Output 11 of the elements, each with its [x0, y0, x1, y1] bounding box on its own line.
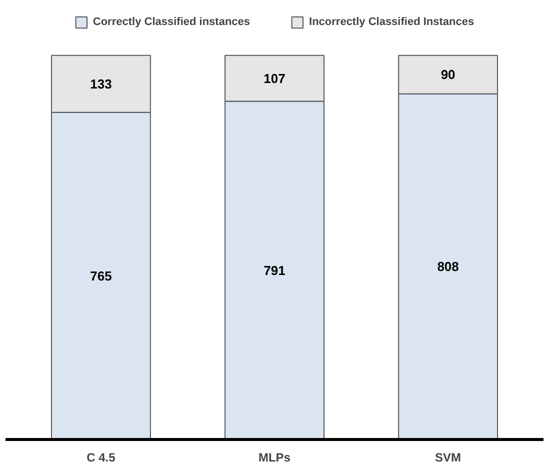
- legend-label: Incorrectly Classified Instances: [309, 16, 474, 28]
- x-tick-label: MLPs: [258, 450, 291, 464]
- data-label: 133: [90, 76, 112, 92]
- data-label: 107: [264, 70, 286, 86]
- legend-label: Correctly Classified instances: [92, 16, 250, 28]
- data-label: 808: [437, 259, 459, 274]
- data-label: 90: [440, 67, 456, 82]
- x-tick-label: SVM: [435, 450, 462, 464]
- data-label: 765: [90, 268, 112, 284]
- data-label: 791: [264, 262, 286, 278]
- x-tick-label: C 4.5: [86, 450, 116, 464]
